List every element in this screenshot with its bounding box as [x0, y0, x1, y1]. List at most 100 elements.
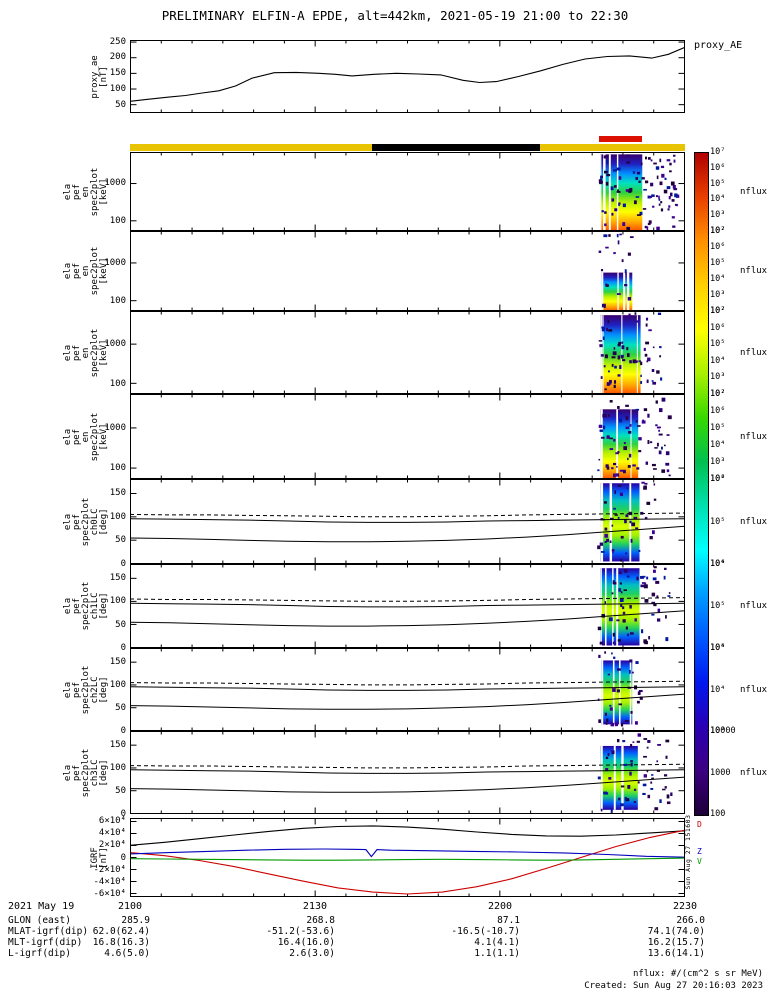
flux-speckle [619, 582, 622, 585]
y-tick-label: 1000 [104, 257, 126, 268]
flux-speckle [603, 414, 607, 418]
flux-speckle [627, 465, 631, 468]
flux-speckle [605, 756, 609, 759]
flux-speckle [643, 347, 646, 352]
flux-speckle [621, 341, 624, 344]
flux-speckle [641, 582, 646, 584]
flux-speckle [599, 641, 603, 645]
flux-speckle [647, 440, 650, 445]
flux-speckle [667, 595, 671, 597]
flux-speckle [605, 768, 609, 771]
burst-gap [613, 745, 616, 810]
flux-speckle [636, 576, 639, 581]
flux-speckle [650, 781, 653, 784]
flux-speckle [633, 788, 637, 791]
y-tick-label: 100 [109, 463, 126, 474]
flux-speckle [628, 313, 631, 318]
flux-speckle [624, 720, 629, 722]
flux-speckle [643, 639, 647, 644]
flux-speckle [633, 516, 638, 520]
footer-value: 4.6(5.0) [104, 948, 150, 959]
y-tick-label: 150 [109, 68, 126, 79]
colorbar [694, 152, 709, 816]
y-tick-label: 100 [109, 762, 126, 773]
flux-speckle [640, 381, 643, 384]
flux-speckle [651, 380, 654, 382]
flux-speckle [644, 225, 647, 229]
colorbar-tick-label: 10⁴ [710, 355, 726, 366]
flux-speckle [605, 284, 609, 287]
energy-spectrogram-3 [130, 311, 685, 394]
flux-speckle [641, 629, 644, 634]
flux-speckle [646, 576, 649, 580]
panel-frame [130, 564, 685, 648]
flux-speckle [611, 467, 614, 470]
y-tick-label: 1000 [104, 422, 126, 433]
flux-speckle [606, 718, 609, 722]
burst-gap [626, 272, 630, 311]
flux-speckle [635, 661, 639, 665]
flux-speckle [635, 527, 639, 530]
flux-speckle [637, 781, 640, 784]
flux-speckle [638, 180, 641, 183]
burst-gap [630, 409, 632, 479]
flux-speckle [649, 441, 653, 444]
flux-speckle [631, 522, 636, 527]
flux-speckle [604, 601, 607, 605]
flux-speckle [663, 444, 666, 447]
flux-speckle [665, 615, 667, 619]
flux-speckle [603, 234, 608, 238]
flux-speckle [625, 514, 629, 518]
flux-speckle [629, 669, 631, 674]
footer-value: 62.0(62.4) [92, 926, 150, 937]
flux-speckle [671, 199, 675, 202]
flux-speckle [620, 604, 623, 608]
burst-gap [601, 483, 603, 562]
burst-gap [612, 660, 615, 725]
flux-speckle [618, 588, 622, 592]
colorbar-tick-label: 10⁷ [710, 389, 726, 399]
flux-speckle [617, 405, 620, 409]
flux-speckle [617, 240, 620, 245]
flux-speckle [637, 733, 642, 737]
flux-speckle [609, 517, 614, 520]
colorbar-tick-label: 10⁵ [710, 643, 726, 653]
flux-speckle [617, 374, 621, 377]
flux-speckle [607, 319, 610, 324]
colorbar-tick-label: 10⁴ [710, 440, 726, 450]
flux-speckle [613, 380, 617, 384]
y-tick-label: -6×10⁴ [93, 888, 126, 899]
footer-value: 1.1(1.1) [474, 948, 521, 959]
flux-speckle [622, 611, 626, 615]
flux-speckle [659, 355, 662, 358]
flux-speckle [622, 359, 626, 362]
flux-speckle [628, 453, 632, 458]
flux-speckle [638, 360, 642, 363]
footer-value: 285.9 [121, 915, 150, 926]
flux-speckle [646, 770, 649, 773]
flux-speckle [605, 464, 609, 468]
flux-speckle [670, 792, 673, 797]
flux-speckle [616, 466, 618, 468]
y-tick-label: 100 [109, 378, 126, 389]
colorbar-tick-label: 10⁶ [710, 474, 726, 484]
flux-speckle [641, 481, 645, 484]
flux-speckle [644, 156, 647, 160]
flux-speckle [645, 341, 650, 345]
flux-speckle [617, 189, 620, 193]
flux-speckle [604, 304, 606, 309]
status-strip-segment [540, 144, 685, 151]
flux-speckle [612, 632, 615, 637]
flux-speckle [651, 463, 656, 467]
flux-speckle [613, 507, 616, 510]
flux-speckle [606, 538, 609, 542]
colorbar-tick-label: 10³ [710, 290, 726, 300]
footer-value: 16.8(16.3) [92, 937, 150, 948]
colorbar-tick-label: 10⁶ [710, 242, 726, 252]
flux-speckle [673, 188, 678, 191]
flux-speckle [604, 211, 607, 214]
flux-speckle [616, 167, 621, 171]
panel-pitch-angle-ch1 [130, 564, 685, 648]
flux-speckle [651, 601, 656, 605]
